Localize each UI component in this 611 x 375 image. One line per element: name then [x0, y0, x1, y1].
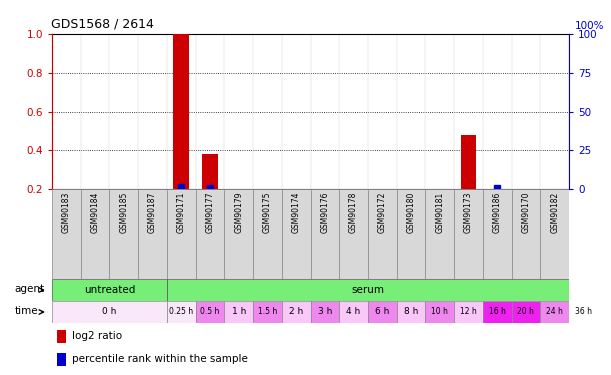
Bar [253, 189, 282, 279]
Bar [540, 189, 569, 279]
Text: GSM90182: GSM90182 [550, 192, 559, 233]
Bar [569, 301, 598, 323]
Text: 0.25 h: 0.25 h [169, 308, 193, 316]
Bar [461, 135, 477, 189]
Bar [368, 301, 397, 323]
Text: 12 h: 12 h [460, 308, 477, 316]
Bar [138, 189, 167, 279]
Text: serum: serum [351, 285, 384, 295]
Text: 16 h: 16 h [489, 308, 506, 316]
Text: GSM90176: GSM90176 [320, 192, 329, 233]
Text: GSM90175: GSM90175 [263, 192, 272, 233]
Bar [174, 9, 189, 189]
Bar [167, 189, 196, 279]
Bar [196, 189, 224, 279]
Bar [511, 301, 540, 323]
Bar [224, 189, 253, 279]
Text: GSM90171: GSM90171 [177, 192, 186, 233]
Text: 1.5 h: 1.5 h [258, 308, 277, 316]
Bar [202, 154, 218, 189]
Bar [109, 189, 138, 279]
Bar [57, 352, 67, 366]
Text: 36 h: 36 h [575, 308, 592, 316]
Text: GSM90173: GSM90173 [464, 192, 473, 233]
Bar [483, 301, 511, 323]
Bar [52, 279, 167, 301]
Text: 4 h: 4 h [346, 308, 360, 316]
Bar [57, 330, 67, 343]
Bar [167, 301, 196, 323]
Bar [540, 301, 569, 323]
Text: percentile rank within the sample: percentile rank within the sample [71, 354, 247, 364]
Text: 3 h: 3 h [318, 308, 332, 316]
Bar [368, 189, 397, 279]
Bar [81, 189, 109, 279]
Text: 10 h: 10 h [431, 308, 448, 316]
Text: 8 h: 8 h [404, 308, 418, 316]
Bar [454, 189, 483, 279]
Text: 1 h: 1 h [232, 308, 246, 316]
Bar [52, 189, 81, 279]
Text: GSM90183: GSM90183 [62, 192, 71, 233]
Bar [425, 301, 454, 323]
Text: GSM90187: GSM90187 [148, 192, 157, 233]
Text: GSM90181: GSM90181 [435, 192, 444, 233]
Bar [310, 189, 339, 279]
Bar [52, 301, 167, 323]
Text: GSM90170: GSM90170 [521, 192, 530, 233]
Text: untreated: untreated [84, 285, 135, 295]
Bar [425, 189, 454, 279]
Text: GSM90178: GSM90178 [349, 192, 358, 233]
Bar [483, 189, 511, 279]
Bar [167, 279, 569, 301]
Text: GDS1568 / 2614: GDS1568 / 2614 [51, 17, 155, 30]
Bar [196, 301, 224, 323]
Text: GSM90184: GSM90184 [90, 192, 100, 233]
Text: log2 ratio: log2 ratio [71, 331, 122, 341]
Bar [454, 301, 483, 323]
Text: 24 h: 24 h [546, 308, 563, 316]
Text: GSM90174: GSM90174 [291, 192, 301, 233]
Text: GSM90185: GSM90185 [119, 192, 128, 233]
Text: GSM90177: GSM90177 [205, 192, 214, 233]
Text: 2 h: 2 h [289, 308, 303, 316]
Text: 20 h: 20 h [518, 308, 535, 316]
Text: 100%: 100% [574, 21, 604, 31]
Text: GSM90186: GSM90186 [492, 192, 502, 233]
Bar [397, 301, 425, 323]
Text: 0 h: 0 h [102, 308, 117, 316]
Text: agent: agent [15, 284, 45, 294]
Text: GSM90179: GSM90179 [234, 192, 243, 233]
Bar [511, 189, 540, 279]
Bar [253, 301, 282, 323]
Bar [310, 301, 339, 323]
Bar [339, 301, 368, 323]
Text: GSM90180: GSM90180 [406, 192, 415, 233]
Bar [224, 301, 253, 323]
Bar [339, 189, 368, 279]
Text: GSM90172: GSM90172 [378, 192, 387, 233]
Text: time: time [15, 306, 38, 316]
Text: 6 h: 6 h [375, 308, 389, 316]
Bar [282, 189, 310, 279]
Text: 0.5 h: 0.5 h [200, 308, 220, 316]
Bar [282, 301, 310, 323]
Bar [397, 189, 425, 279]
